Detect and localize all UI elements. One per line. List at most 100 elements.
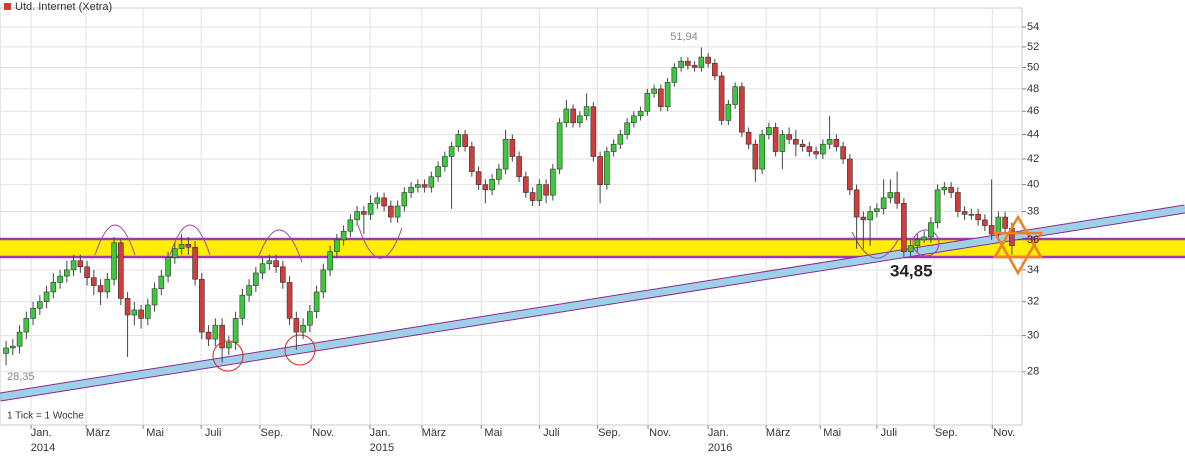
candle-body: [523, 176, 529, 193]
candle-body: [469, 146, 475, 172]
candle-body: [894, 192, 900, 204]
candle-body: [212, 324, 219, 340]
x-tick-label: Juli: [880, 427, 898, 439]
candle-body: [914, 239, 921, 247]
candle-body: [131, 309, 138, 316]
candle-body: [361, 211, 367, 215]
candle-body: [874, 208, 880, 212]
candle-body: [1002, 216, 1008, 229]
candle-body: [374, 197, 381, 204]
y-tick-label: 38: [1027, 205, 1039, 217]
y-tick-label: 32: [1027, 296, 1039, 308]
candle-body: [887, 192, 894, 199]
candle-body: [968, 213, 975, 216]
candle-body: [421, 184, 428, 188]
x-tick-label: Mai: [146, 427, 164, 439]
candle-body: [97, 285, 104, 293]
candle-body: [354, 211, 360, 221]
x-tick-label: Sep.: [260, 427, 284, 439]
candle-body: [320, 269, 327, 293]
x-tick-label: Mai: [823, 427, 842, 439]
candle-body: [772, 127, 779, 152]
candle-body: [853, 189, 860, 218]
annotation: 51,94: [670, 31, 698, 43]
candle-body: [813, 151, 819, 155]
candle-body: [907, 245, 914, 252]
candle-body: [91, 277, 97, 286]
low-marker: [912, 229, 940, 257]
candle-body: [779, 134, 786, 152]
candle-body: [583, 106, 590, 117]
x-tick-label: Nov.: [649, 427, 671, 439]
candle-body: [658, 88, 664, 107]
candle-body: [880, 197, 887, 210]
candle-body: [752, 143, 759, 170]
candle-body: [664, 82, 671, 107]
x-tick-label: Jan. 2015: [369, 427, 395, 454]
y-tick-label: 36: [1027, 234, 1039, 246]
candle-body: [624, 122, 630, 135]
candle-body: [232, 318, 239, 343]
trend-line: [0, 205, 1185, 401]
y-tick-label: 54: [1027, 21, 1039, 33]
candle-body: [394, 205, 401, 218]
candle-body: [475, 171, 482, 185]
candle-body: [840, 146, 846, 160]
annotations: Utd. Internet (Xetra) 1 Tick = 1 Woche 2…: [4, 1, 1044, 422]
candle-body: [948, 186, 954, 193]
candle-body: [104, 278, 111, 293]
candle-body: [988, 225, 995, 235]
candle-body: [725, 104, 732, 121]
drawing-overlay: [0, 204, 1185, 402]
x-tick-label: Nov.: [312, 427, 335, 439]
candle-body: [23, 318, 30, 333]
candle-body: [934, 189, 941, 223]
candle-body: [786, 134, 792, 140]
candle-body: [205, 331, 212, 340]
candle-body: [253, 272, 259, 286]
candle-body: [43, 291, 50, 303]
candle-body: [77, 260, 84, 268]
candle-body: [502, 139, 509, 170]
candle-body: [799, 143, 806, 147]
candle-body: [597, 156, 603, 185]
candle-body: [867, 211, 873, 221]
candle-body: [826, 139, 833, 145]
candle-body: [745, 131, 752, 145]
candle-body: [111, 242, 117, 280]
candle-body: [590, 106, 597, 157]
candle-body: [64, 269, 70, 277]
candle-body: [631, 115, 637, 124]
candle-body: [415, 184, 421, 188]
candle-body: [300, 324, 306, 333]
candle-body: [246, 285, 252, 296]
candle-body: [766, 127, 772, 135]
candle-body: [280, 266, 286, 283]
candle-body: [563, 108, 570, 124]
candle-body: [921, 236, 927, 241]
candle-body: [975, 213, 981, 221]
candle-body: [334, 239, 340, 252]
candle-body: [313, 291, 320, 312]
candle-body: [448, 146, 455, 157]
candle-body: [428, 176, 435, 188]
candle-body: [367, 202, 374, 215]
candle-body: [178, 243, 185, 250]
x-tick-label: Juli: [543, 427, 560, 439]
candle-body: [847, 158, 853, 191]
candle-body: [961, 211, 968, 215]
candle-body: [138, 309, 144, 319]
candle-body: [219, 324, 225, 349]
candle-body: [833, 139, 840, 147]
candle-body: [732, 86, 738, 105]
x-tick-label: Sep.: [934, 427, 958, 439]
candle-body: [556, 122, 563, 170]
candle-body: [37, 301, 43, 309]
y-tick-label: 40: [1027, 178, 1039, 190]
candle-body: [10, 345, 16, 349]
candle-body: [617, 134, 624, 145]
candle-body: [151, 288, 158, 306]
candle-body: [435, 166, 441, 178]
